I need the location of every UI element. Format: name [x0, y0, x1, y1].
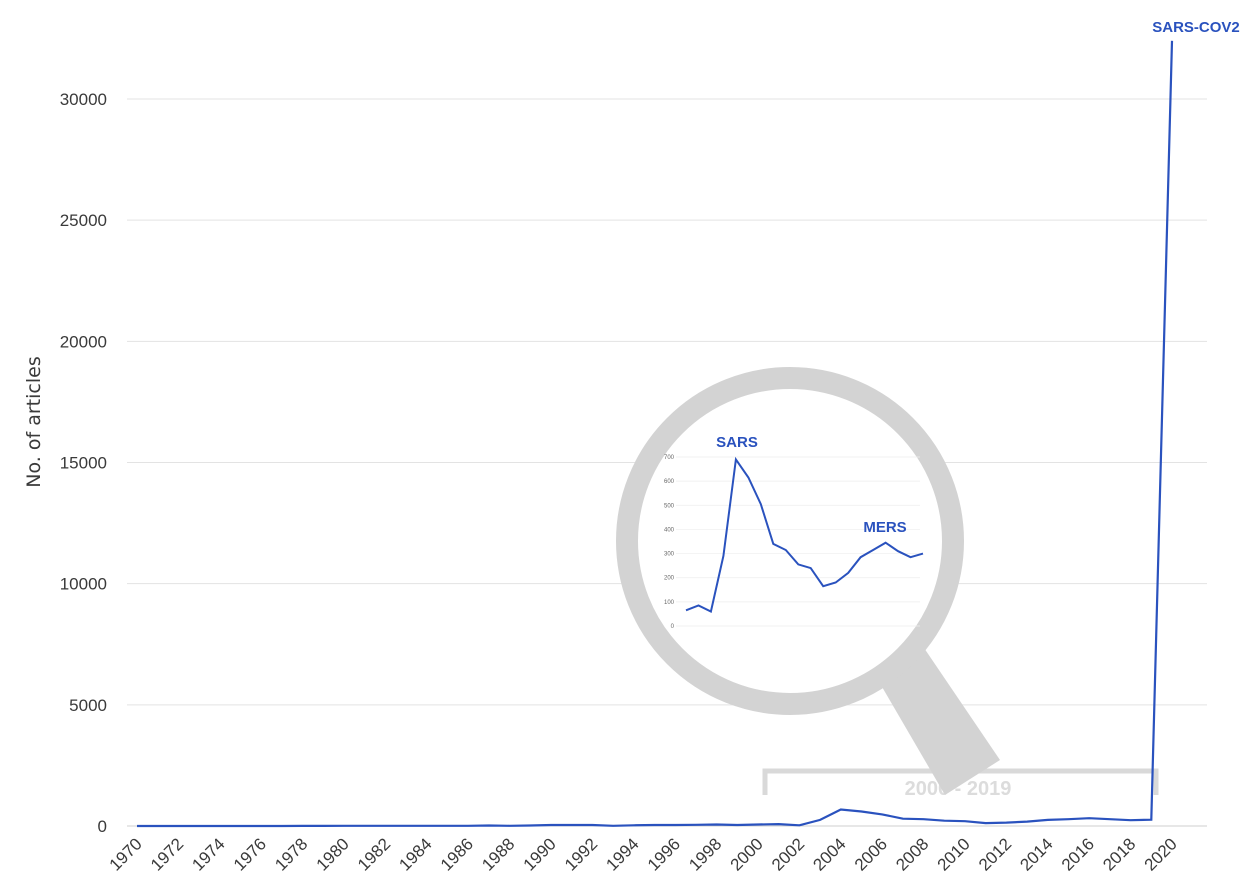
- x-tick-label: 2000: [727, 834, 767, 874]
- x-tick-label: 1974: [188, 834, 228, 874]
- x-tick-label: 1978: [271, 834, 311, 874]
- x-tick-label: 1982: [354, 834, 394, 874]
- y-tick-label: 0: [98, 817, 107, 836]
- x-tick-label: 2006: [851, 834, 891, 874]
- x-tick-label: 2004: [809, 834, 849, 874]
- x-tick-label: 1996: [644, 834, 684, 874]
- y-tick-label: 30000: [60, 90, 107, 109]
- inset-y-tick-label: 400: [664, 527, 675, 533]
- inset-y-tick-labels: 0 100 200 300 400 500 600 700: [664, 455, 675, 630]
- inset-y-tick-label: 700: [664, 455, 675, 461]
- x-tick-labels: 1970 1972 1974 1976 1978 1980 1982 1984 1986 1988…: [106, 834, 1181, 874]
- x-tick-label: 1986: [437, 834, 477, 874]
- x-tick-label: 1970: [106, 834, 146, 874]
- inset-chart: 0 100 200 300 400 500 600 700 SARS MERS: [664, 434, 924, 630]
- y-tick-label: 5000: [69, 696, 107, 715]
- x-tick-label: 2008: [892, 834, 932, 874]
- inset-y-tick-label: 0: [671, 624, 675, 630]
- inset-y-tick-label: 600: [664, 479, 675, 485]
- magnifier-icon: [616, 367, 1000, 795]
- x-tick-label: 2016: [1058, 834, 1098, 874]
- inset-y-tick-label: 300: [664, 552, 675, 558]
- x-tick-label: 1984: [395, 834, 435, 874]
- inset-y-tick-label: 100: [664, 600, 675, 606]
- x-tick-label: 1976: [230, 834, 270, 874]
- x-tick-label: 2018: [1099, 834, 1139, 874]
- inset-y-tick-label: 500: [664, 503, 675, 509]
- y-axis-label: No. of articles: [23, 356, 45, 487]
- x-tick-label: 1992: [561, 834, 601, 874]
- y-tick-label: 10000: [60, 575, 107, 594]
- sars-cov2-annotation: SARS-COV2: [1152, 19, 1240, 36]
- y-tick-label: 15000: [60, 454, 107, 473]
- y-tick-label: 25000: [60, 211, 107, 230]
- y-tick-labels: 0 5000 10000 15000 20000 25000 30000: [60, 90, 107, 836]
- main-series-line: [137, 40, 1174, 828]
- x-tick-label: 1980: [313, 834, 353, 874]
- period-bracket-label: 2000 - 2019: [905, 778, 1012, 800]
- x-tick-label: 1972: [147, 834, 187, 874]
- x-tick-label: 2012: [975, 834, 1015, 874]
- inset-y-tick-label: 200: [664, 576, 675, 582]
- inset-gridlines: [676, 456, 920, 627]
- x-tick-label: 1994: [602, 834, 642, 874]
- y-tick-label: 20000: [60, 332, 107, 351]
- x-tick-label: 2020: [1141, 834, 1181, 874]
- mers-annotation: MERS: [863, 519, 906, 536]
- sars-annotation: SARS: [716, 434, 758, 451]
- inset-series-line: [685, 456, 924, 613]
- x-tick-label: 2014: [1016, 834, 1056, 874]
- x-tick-label: 1988: [478, 834, 518, 874]
- x-tick-label: 2002: [768, 834, 808, 874]
- x-tick-label: 2010: [934, 834, 974, 874]
- x-tick-label: 1990: [520, 834, 560, 874]
- x-tick-label: 1998: [685, 834, 725, 874]
